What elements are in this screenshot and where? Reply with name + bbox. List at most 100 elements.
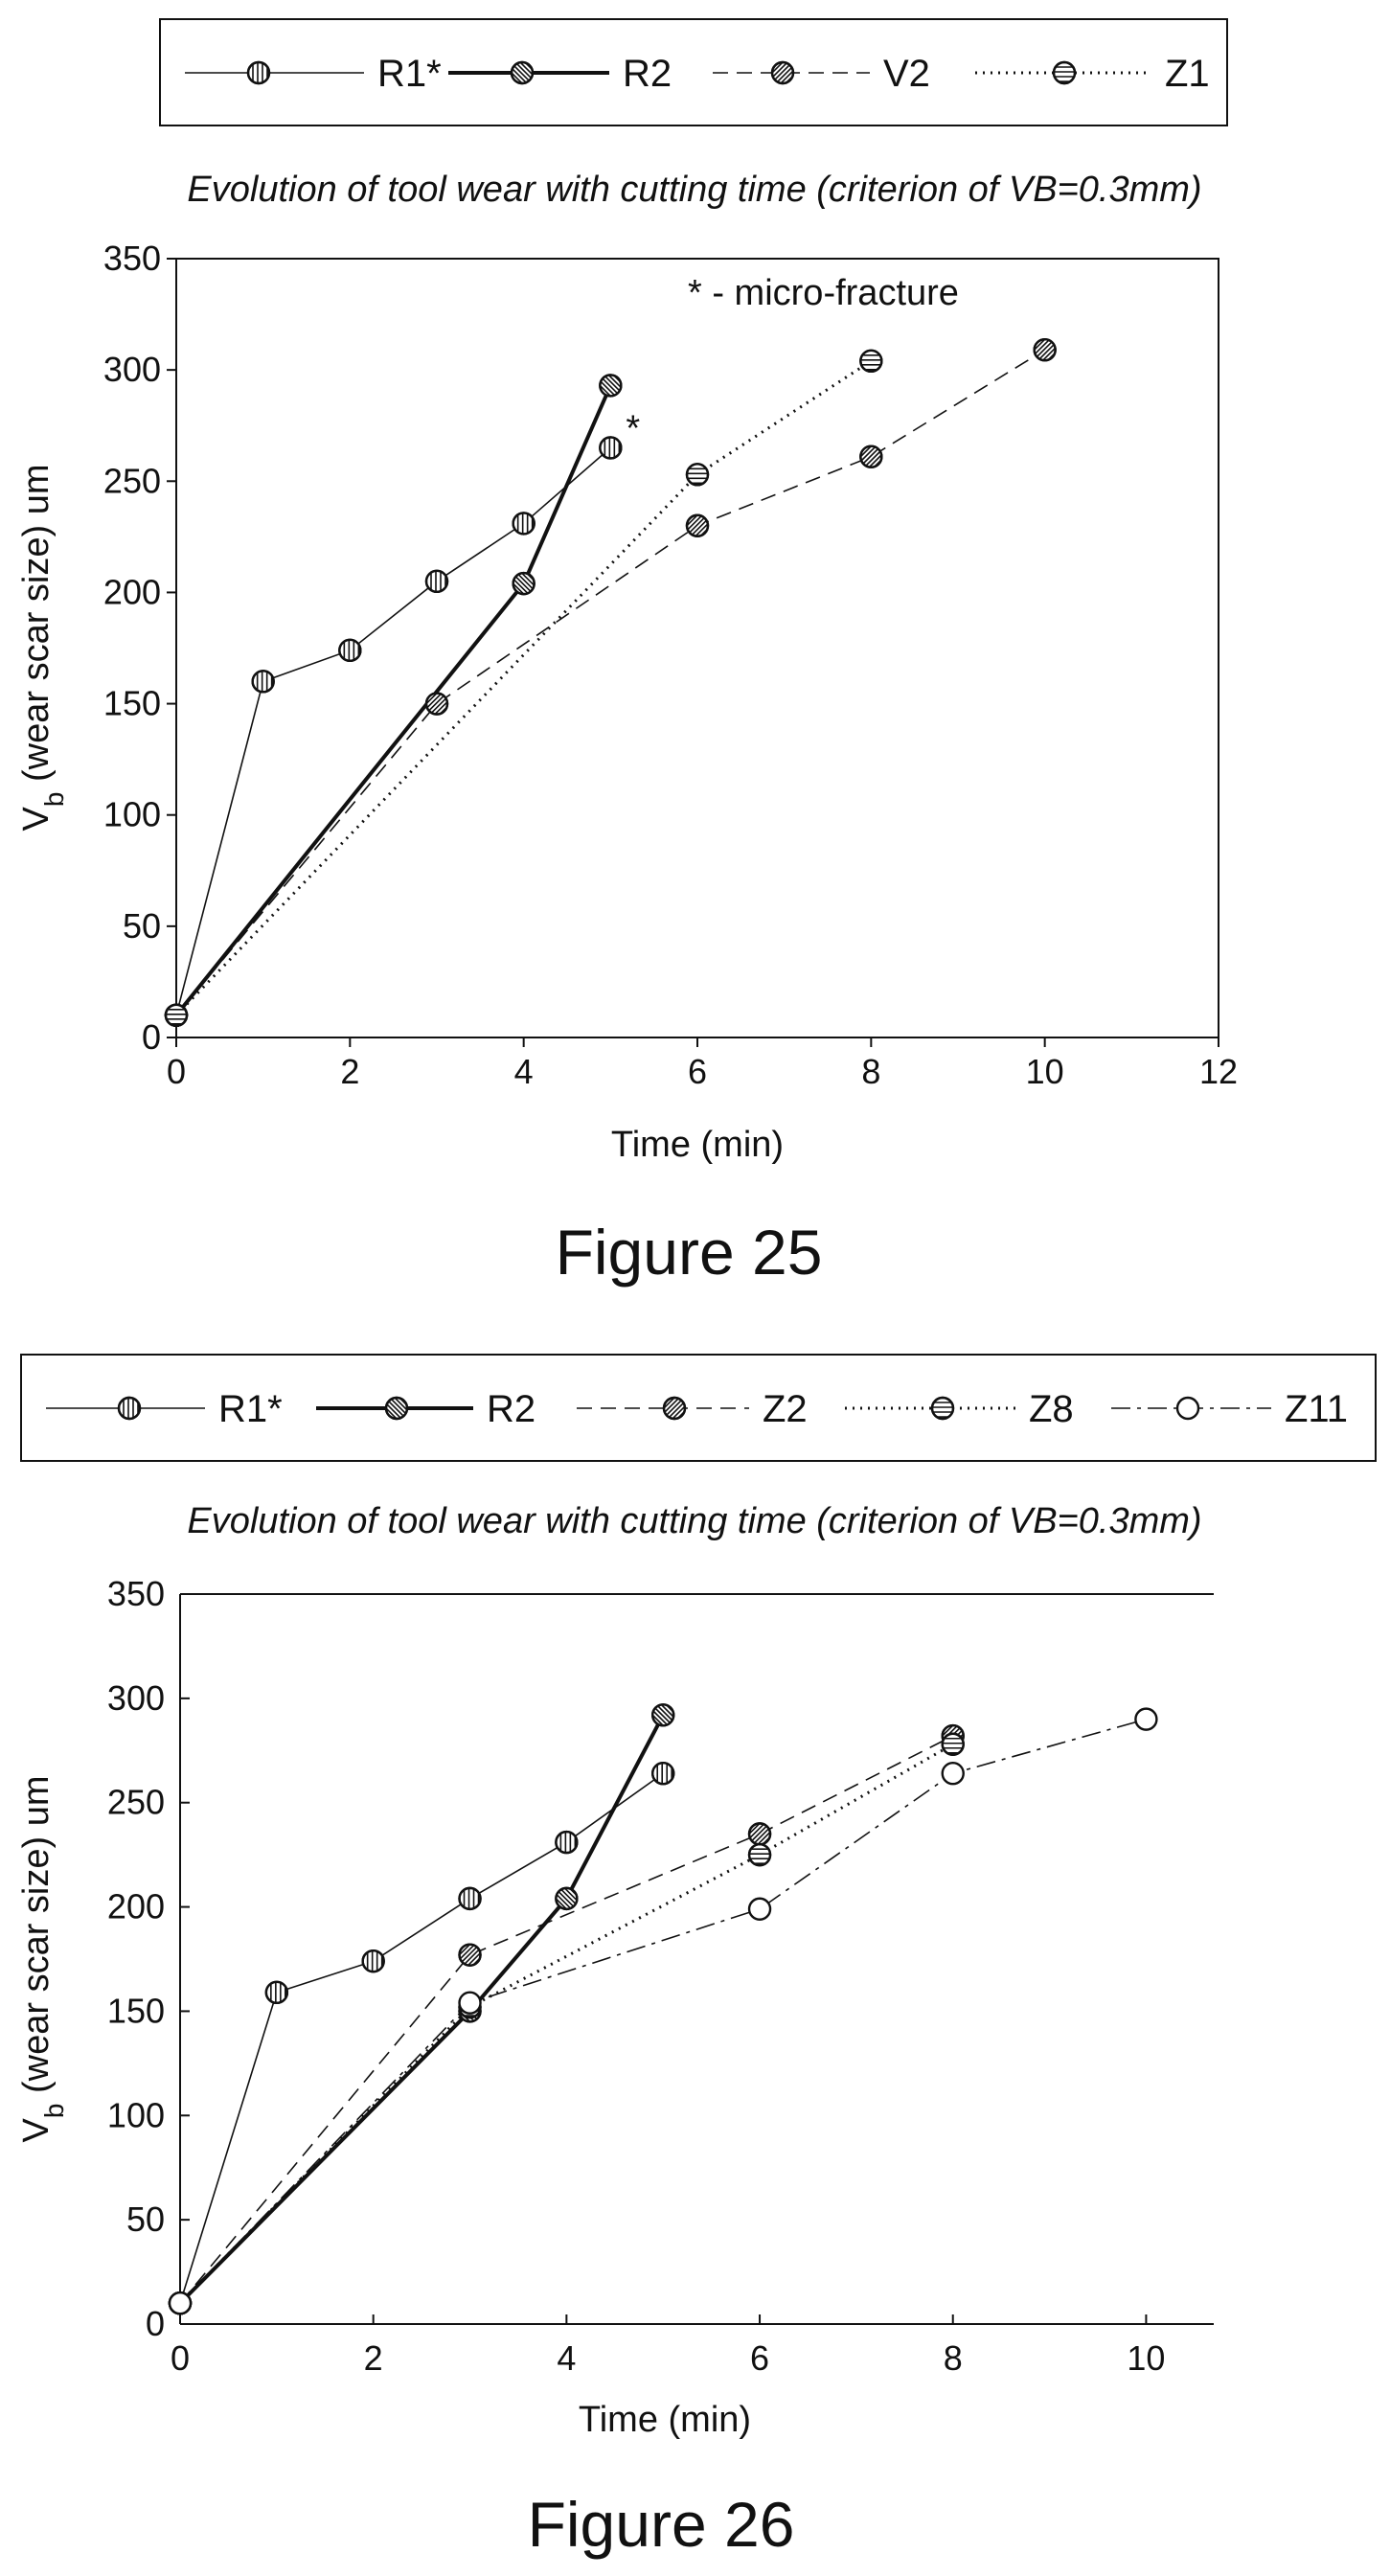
x-tick-label: 6 [750, 2338, 769, 2378]
data-point-z11 [458, 1991, 482, 2015]
legend-figure-26: R1* R2 Z2 Z8 Z11 [20, 1354, 1377, 1462]
legend-label: R2 [623, 53, 672, 95]
y-tick-label: 0 [142, 1017, 161, 1057]
x-tick-label: 0 [171, 2338, 190, 2378]
chart-title: Evolution of tool wear with cutting time… [187, 1501, 1201, 1541]
data-point-r1-star [361, 1949, 385, 1973]
legend-swatch-marker [930, 1396, 955, 1421]
series-line-z1 [174, 359, 873, 1016]
series-line-r1-star [179, 1772, 664, 2304]
y-tick-label: 200 [103, 572, 161, 611]
data-point-z11 [747, 1897, 772, 1921]
data-point-z1 [859, 349, 883, 374]
y-axis-title: Vb (wear scar size) um [16, 465, 69, 832]
x-tick-label: 0 [167, 1052, 186, 1091]
x-tick-label: 6 [688, 1052, 707, 1091]
legend-entry-r2: R2 [316, 1388, 535, 1430]
y-tick-label: 50 [126, 2200, 165, 2239]
legend-entries: R1* R2 Z2 Z8 Z11 [46, 1388, 1348, 1430]
y-tick-label: 150 [107, 1991, 165, 2030]
figure-caption: Figure 25 [556, 1217, 823, 1288]
y-tick-label: 300 [103, 350, 161, 389]
x-axis-title: Time (min) [579, 2400, 751, 2440]
data-point-v2 [1033, 338, 1057, 362]
plot-area-frame [175, 258, 1219, 1038]
x-tick-label: 2 [340, 1052, 359, 1091]
y-tick-label: 100 [107, 2095, 165, 2134]
data-point-r1-star [264, 1980, 289, 2005]
legend-label: V2 [883, 53, 930, 95]
legend-label: R1* [218, 1388, 283, 1430]
data-point-z8 [747, 1842, 772, 1867]
legend-swatch-marker [117, 1396, 142, 1421]
y-tick-label: 0 [146, 2304, 165, 2343]
chart-title: Evolution of tool wear with cutting time… [187, 170, 1201, 210]
legend-entry-r1-star: R1* [46, 1388, 283, 1430]
figure-caption: Figure 26 [528, 2489, 795, 2560]
y-tick-label: 350 [107, 1574, 165, 1613]
x-tick-label: 8 [861, 1052, 880, 1091]
data-point-z11 [168, 2291, 193, 2315]
x-tick-label: 4 [557, 2338, 576, 2378]
data-point-r1-star [555, 1830, 579, 1855]
data-point-z8 [941, 1732, 965, 1756]
y-tick-label: 50 [123, 906, 161, 946]
x-tick-label: 4 [514, 1052, 534, 1091]
y-tick-label: 100 [103, 795, 161, 834]
legend-swatch-marker [662, 1396, 687, 1421]
x-tick-label: 10 [1127, 2338, 1165, 2378]
series-line-z2 [179, 1735, 954, 2304]
legend-figure-25: R1* R2 V2 Z1 [159, 18, 1228, 126]
legend-entry-v2: V2 [713, 53, 930, 95]
legend-entry-z2: Z2 [577, 1388, 808, 1430]
legend-entry-r1-star: R1* [185, 53, 442, 95]
data-point-r2 [599, 374, 623, 398]
data-point-z11 [941, 1762, 965, 1786]
y-tick-label: 350 [103, 239, 161, 278]
data-point-r1-star [599, 436, 623, 460]
x-tick-label: 10 [1026, 1052, 1064, 1091]
figure-25: R1* R2 V2 Z1 Evolution of tool wear with cu… [16, 18, 1238, 1288]
data-point-r1-star [458, 1886, 482, 1911]
legend-swatch-marker [1175, 1396, 1200, 1421]
x-axis-title: Time (min) [611, 1125, 784, 1165]
series-line-r1-star [175, 446, 611, 1015]
data-point-z2 [458, 1943, 482, 1967]
data-point-z11 [1134, 1707, 1158, 1731]
data-point-r2 [651, 1703, 675, 1727]
legend-label: Z11 [1285, 1388, 1348, 1430]
micro-fracture-marker-note: * [626, 408, 640, 448]
series-line-r2 [178, 1714, 665, 2305]
y-tick-label: 150 [103, 684, 161, 723]
series-line-z8 [178, 1743, 954, 2305]
x-tick-label: 8 [944, 2338, 963, 2378]
legend-entry-z11: Z11 [1111, 1388, 1348, 1430]
y-tick-label: 250 [107, 1783, 165, 1822]
series-layer [168, 1703, 1158, 2315]
micro-fracture-note: * - micro-fracture [688, 273, 959, 313]
data-point-z1 [685, 463, 710, 487]
legend-swatch-marker [1052, 60, 1077, 85]
series-line-z11 [179, 1718, 1147, 2304]
axis-ticks: 0 2 4 6 8 10 12 0 50 100 150 200 250 300 350 [103, 239, 1238, 1091]
legend-swatch-marker [384, 1396, 409, 1421]
data-point-z1 [164, 1003, 189, 1027]
legend-entry-z8: Z8 [845, 1388, 1074, 1430]
y-tick-label: 300 [107, 1678, 165, 1718]
y-tick-label: 250 [103, 461, 161, 500]
data-point-r1-star [651, 1762, 675, 1786]
y-tick-label: 200 [107, 1887, 165, 1926]
legend-label: Z1 [1165, 53, 1210, 95]
x-tick-label: 12 [1199, 1052, 1238, 1091]
legend-swatch-marker [770, 60, 795, 85]
legend-entry-z1: Z1 [975, 53, 1210, 95]
legend-label: R2 [487, 1388, 535, 1430]
data-point-r2 [555, 1886, 579, 1911]
y-axis-title: Vb (wear scar size) um [16, 1776, 69, 2143]
data-point-r1-star [512, 512, 535, 536]
x-tick-label: 2 [364, 2338, 383, 2378]
legend-label: R1* [377, 53, 442, 95]
data-point-r1-star [424, 569, 449, 594]
